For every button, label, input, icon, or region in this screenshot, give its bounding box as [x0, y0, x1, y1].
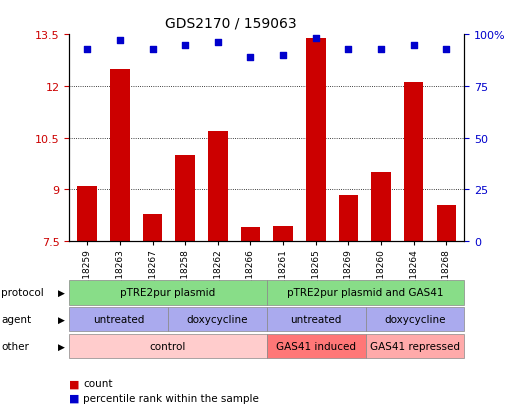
Text: control: control	[150, 341, 186, 351]
Text: pTRE2pur plasmid and GAS41: pTRE2pur plasmid and GAS41	[287, 287, 444, 297]
Point	[148, 46, 156, 53]
Text: agent: agent	[1, 314, 31, 324]
Bar	[273, 226, 293, 242]
Bar	[77, 187, 97, 242]
Bar	[306, 38, 326, 242]
Point	[442, 46, 450, 53]
Text: GAS41 repressed: GAS41 repressed	[370, 341, 460, 351]
Text: GDS2170 / 159063: GDS2170 / 159063	[165, 17, 297, 31]
Point	[311, 36, 320, 43]
Text: count: count	[83, 378, 113, 388]
Text: protocol: protocol	[1, 287, 44, 297]
Text: untreated: untreated	[93, 314, 144, 324]
Bar	[208, 131, 228, 242]
Point	[181, 42, 189, 49]
Point	[116, 38, 124, 45]
Bar	[371, 173, 391, 242]
Point	[279, 52, 287, 59]
Point	[246, 55, 254, 61]
Text: ■: ■	[69, 378, 80, 388]
Text: GAS41 induced: GAS41 induced	[276, 341, 356, 351]
Text: other: other	[1, 341, 29, 351]
Bar	[143, 214, 162, 242]
Text: ▶: ▶	[58, 315, 65, 324]
Text: percentile rank within the sample: percentile rank within the sample	[83, 393, 259, 403]
Text: untreated: untreated	[290, 314, 342, 324]
Bar	[241, 228, 260, 242]
Bar	[175, 156, 195, 242]
Text: pTRE2pur plasmid: pTRE2pur plasmid	[121, 287, 215, 297]
Text: ▶: ▶	[58, 288, 65, 297]
Text: ▶: ▶	[58, 342, 65, 351]
Bar	[437, 205, 456, 242]
Point	[377, 46, 385, 53]
Point	[83, 46, 91, 53]
Text: ■: ■	[69, 393, 80, 403]
Text: doxycycline: doxycycline	[384, 314, 446, 324]
Point	[214, 40, 222, 47]
Point	[409, 42, 418, 49]
Point	[344, 46, 352, 53]
Bar	[110, 69, 130, 242]
Bar	[339, 195, 358, 242]
Bar	[404, 83, 423, 242]
Text: doxycycline: doxycycline	[187, 314, 248, 324]
